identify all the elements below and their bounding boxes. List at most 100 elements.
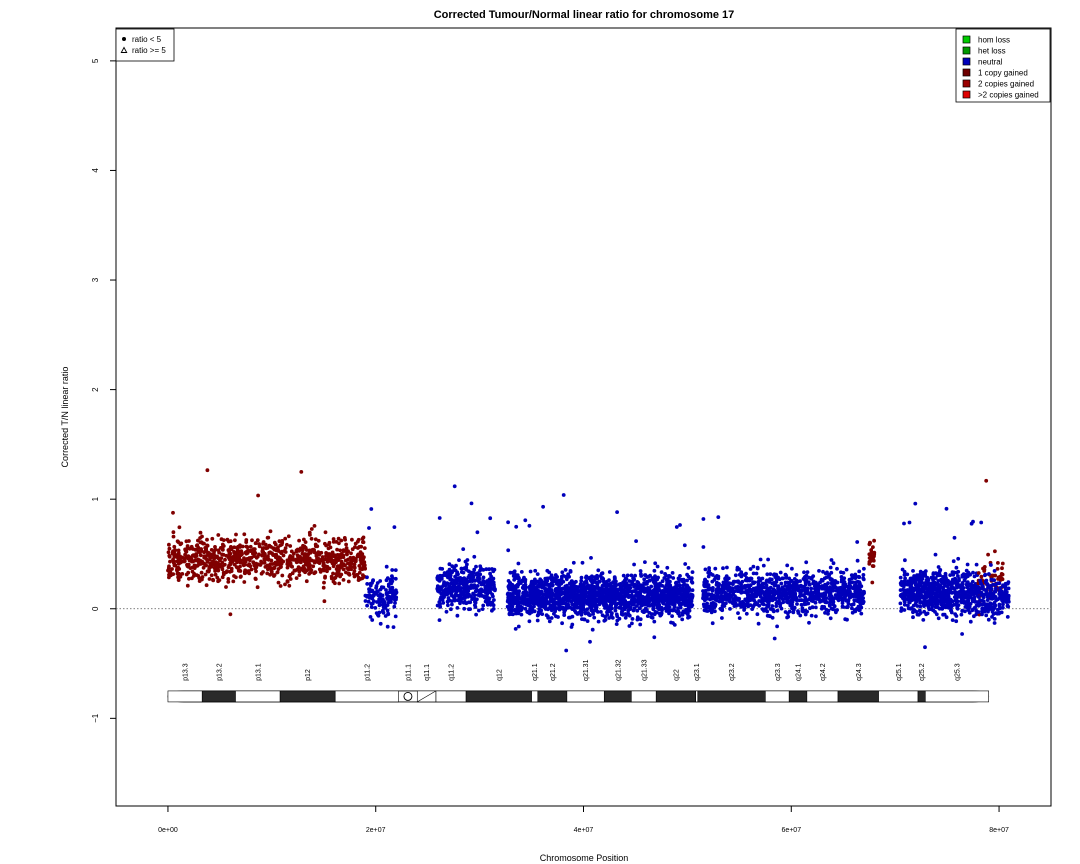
data-point	[240, 552, 244, 556]
data-point	[948, 573, 953, 577]
data-point	[217, 550, 222, 555]
data-point	[461, 547, 466, 551]
data-point	[474, 612, 478, 617]
data-point	[645, 614, 650, 618]
data-point	[535, 618, 540, 623]
data-point	[171, 534, 176, 539]
data-point	[360, 561, 364, 566]
data-point	[249, 567, 254, 572]
data-point	[345, 566, 350, 570]
data-point	[440, 573, 445, 578]
data-point	[649, 602, 654, 607]
data-point	[519, 612, 524, 617]
data-point	[283, 550, 288, 554]
data-point	[836, 586, 841, 591]
data-point	[488, 600, 492, 605]
data-point	[751, 571, 756, 576]
data-point	[392, 604, 397, 609]
data-point	[711, 593, 716, 598]
data-point	[356, 553, 360, 557]
data-point	[634, 598, 639, 603]
data-point	[953, 581, 957, 585]
data-point	[377, 600, 382, 605]
data-point	[600, 590, 605, 594]
data-point	[970, 579, 975, 584]
data-point	[349, 567, 353, 572]
data-point	[378, 579, 383, 583]
data-point	[996, 561, 1000, 565]
data-point	[929, 599, 934, 604]
data-point	[560, 570, 565, 575]
data-point	[390, 588, 395, 593]
data-point	[946, 597, 951, 601]
data-point	[270, 562, 275, 566]
data-point	[285, 579, 290, 584]
data-point	[355, 573, 360, 577]
data-point	[357, 564, 362, 568]
data-point	[225, 537, 230, 542]
data-point	[206, 569, 211, 574]
data-point	[527, 523, 532, 528]
data-point	[637, 606, 642, 611]
data-point	[989, 563, 993, 567]
data-point	[572, 597, 577, 602]
x-tick-label: 8e+07	[989, 827, 1009, 834]
data-point	[942, 612, 947, 617]
data-point	[791, 610, 796, 615]
data-point	[759, 598, 764, 603]
data-point	[690, 580, 695, 585]
data-point	[505, 604, 510, 609]
data-point	[846, 601, 851, 606]
data-point	[739, 585, 744, 590]
data-point	[285, 542, 289, 547]
data-point	[690, 588, 695, 593]
data-point	[712, 605, 717, 609]
data-point	[605, 597, 610, 602]
data-point	[295, 553, 300, 558]
data-point	[224, 585, 228, 589]
data-point	[790, 603, 794, 607]
data-point	[771, 591, 776, 596]
data-point	[814, 614, 818, 619]
data-point	[913, 594, 918, 599]
data-point	[957, 590, 962, 594]
data-point	[308, 570, 313, 575]
data-point	[603, 601, 608, 606]
data-point	[852, 598, 857, 602]
data-point	[491, 569, 496, 574]
data-point	[851, 602, 856, 607]
x-axis-label: Chromosome Position	[540, 853, 629, 863]
data-point	[938, 568, 943, 572]
data-point	[559, 590, 563, 594]
data-point	[390, 574, 394, 578]
data-point	[323, 557, 328, 562]
data-point	[820, 594, 825, 599]
data-point	[803, 590, 808, 595]
data-point	[960, 609, 965, 613]
data-point	[197, 550, 202, 555]
data-point	[200, 575, 205, 579]
data-point	[853, 586, 858, 590]
data-point	[204, 563, 209, 568]
data-point	[447, 567, 452, 572]
data-point	[386, 611, 390, 616]
data-point	[704, 605, 709, 610]
data-point	[732, 579, 737, 584]
data-point	[937, 593, 942, 598]
data-point	[666, 597, 671, 601]
data-point	[606, 609, 611, 613]
data-point	[703, 567, 708, 572]
data-point	[805, 570, 810, 574]
data-point	[568, 569, 573, 573]
data-point	[701, 517, 706, 521]
data-point	[750, 588, 755, 593]
data-point	[462, 606, 467, 611]
data-point	[539, 600, 544, 605]
data-point	[639, 574, 644, 578]
data-point	[367, 590, 372, 594]
data-point	[200, 541, 205, 545]
data-point	[367, 593, 372, 598]
data-point	[686, 566, 691, 570]
data-point	[647, 610, 652, 615]
data-point	[751, 598, 755, 602]
